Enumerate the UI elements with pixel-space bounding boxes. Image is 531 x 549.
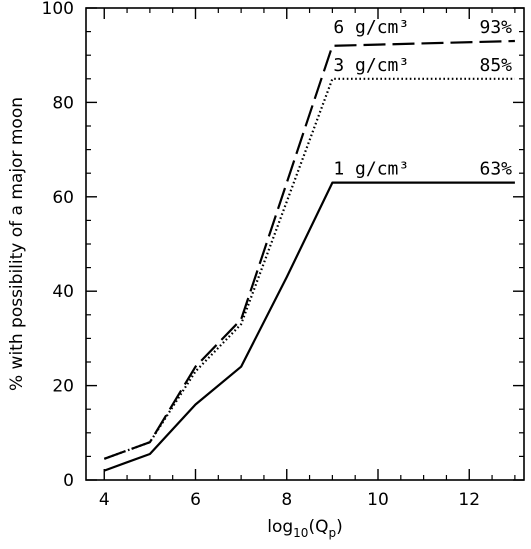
x-tick-label: 8 <box>281 490 292 510</box>
y-tick-label: 100 <box>42 0 74 19</box>
x-axis-label: log10(Qp) <box>267 517 342 540</box>
series-name-label: 3 g/cm³ <box>333 55 409 76</box>
labels-layer: 6 g/cm³ 93% 3 g/cm³ 85% 1 g/cm³ 63% <box>333 17 512 180</box>
y-tick-label: 0 <box>63 471 74 491</box>
ticks-layer: 4 6 8 10 12 0 20 40 60 80 100 <box>42 0 524 510</box>
series-end-label: 63% <box>479 159 512 180</box>
x-tick-label: 4 <box>99 490 110 510</box>
y-tick-label: 40 <box>52 282 74 302</box>
y-tick-label: 80 <box>52 93 74 113</box>
plot-frame <box>85 7 525 481</box>
y-tick-label: 20 <box>52 377 74 397</box>
series-end-label: 85% <box>479 55 512 76</box>
series-line-solid <box>103 181 515 472</box>
series-end-label: 93% <box>479 17 512 38</box>
series-line-dotted <box>103 77 515 460</box>
series-name-label: 6 g/cm³ <box>333 17 409 38</box>
series-name-label: 1 g/cm³ <box>333 159 409 180</box>
series-line-dashed <box>103 39 515 460</box>
y-tick-label: 60 <box>52 188 74 208</box>
x-tick-label: 6 <box>190 490 201 510</box>
x-tick-label: 10 <box>367 490 389 510</box>
x-tick-label: 12 <box>458 490 480 510</box>
y-axis-label: % with possibility of a major moon <box>7 97 27 391</box>
series-layer <box>103 39 515 472</box>
